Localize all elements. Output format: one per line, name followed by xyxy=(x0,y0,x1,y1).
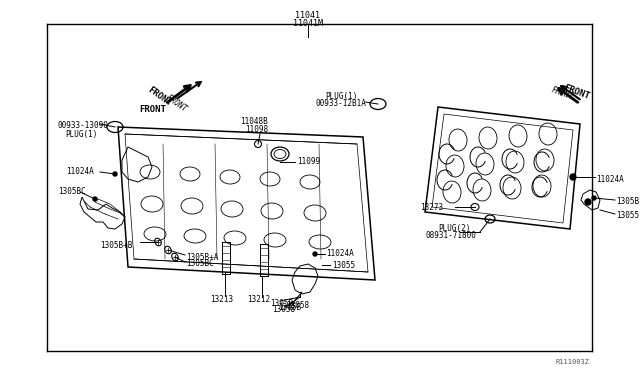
Circle shape xyxy=(113,172,117,176)
Text: 11024A: 11024A xyxy=(326,250,354,259)
Circle shape xyxy=(570,174,576,180)
Text: FRONT: FRONT xyxy=(550,86,575,102)
Text: 1305BC: 1305BC xyxy=(186,260,214,269)
Text: FRONT: FRONT xyxy=(165,94,189,114)
Text: 1305B: 1305B xyxy=(270,299,293,308)
Text: 11041: 11041 xyxy=(296,12,321,20)
Text: 13055: 13055 xyxy=(332,260,355,269)
Text: 1305BC: 1305BC xyxy=(58,187,86,196)
Text: 00933-13090: 00933-13090 xyxy=(58,122,109,131)
Text: FRONT: FRONT xyxy=(140,105,166,113)
Text: 11041M: 11041M xyxy=(293,19,323,28)
Text: R111003Z: R111003Z xyxy=(556,359,590,365)
Text: PLUG(2): PLUG(2) xyxy=(438,224,470,234)
Text: FRONT: FRONT xyxy=(147,86,173,108)
Text: 13273: 13273 xyxy=(420,202,443,212)
Circle shape xyxy=(571,175,575,179)
Circle shape xyxy=(93,197,97,201)
Text: FRONT: FRONT xyxy=(563,83,591,101)
Circle shape xyxy=(585,199,591,205)
Text: 13058: 13058 xyxy=(286,301,309,311)
Text: 11099: 11099 xyxy=(297,157,320,167)
Text: 1305B: 1305B xyxy=(616,198,639,206)
Text: 13212: 13212 xyxy=(247,295,270,305)
Circle shape xyxy=(313,252,317,256)
Text: 1305B+B: 1305B+B xyxy=(100,241,132,250)
Text: 13055: 13055 xyxy=(616,212,639,221)
Text: 11024A: 11024A xyxy=(66,167,93,176)
Text: PLUG(1): PLUG(1) xyxy=(65,129,97,138)
Text: 11024A: 11024A xyxy=(596,174,624,183)
Text: 1305B: 1305B xyxy=(278,302,301,311)
Text: 00933-12B1A: 00933-12B1A xyxy=(315,99,366,109)
Circle shape xyxy=(592,196,596,200)
Text: 11048B: 11048B xyxy=(240,118,268,126)
Text: 08931-71800: 08931-71800 xyxy=(426,231,477,241)
Text: 13058: 13058 xyxy=(272,305,295,314)
Text: 1305B+A: 1305B+A xyxy=(186,253,218,262)
Text: 13213: 13213 xyxy=(210,295,233,304)
Text: 11098: 11098 xyxy=(245,125,268,134)
Text: PLUG(1): PLUG(1) xyxy=(325,93,357,102)
